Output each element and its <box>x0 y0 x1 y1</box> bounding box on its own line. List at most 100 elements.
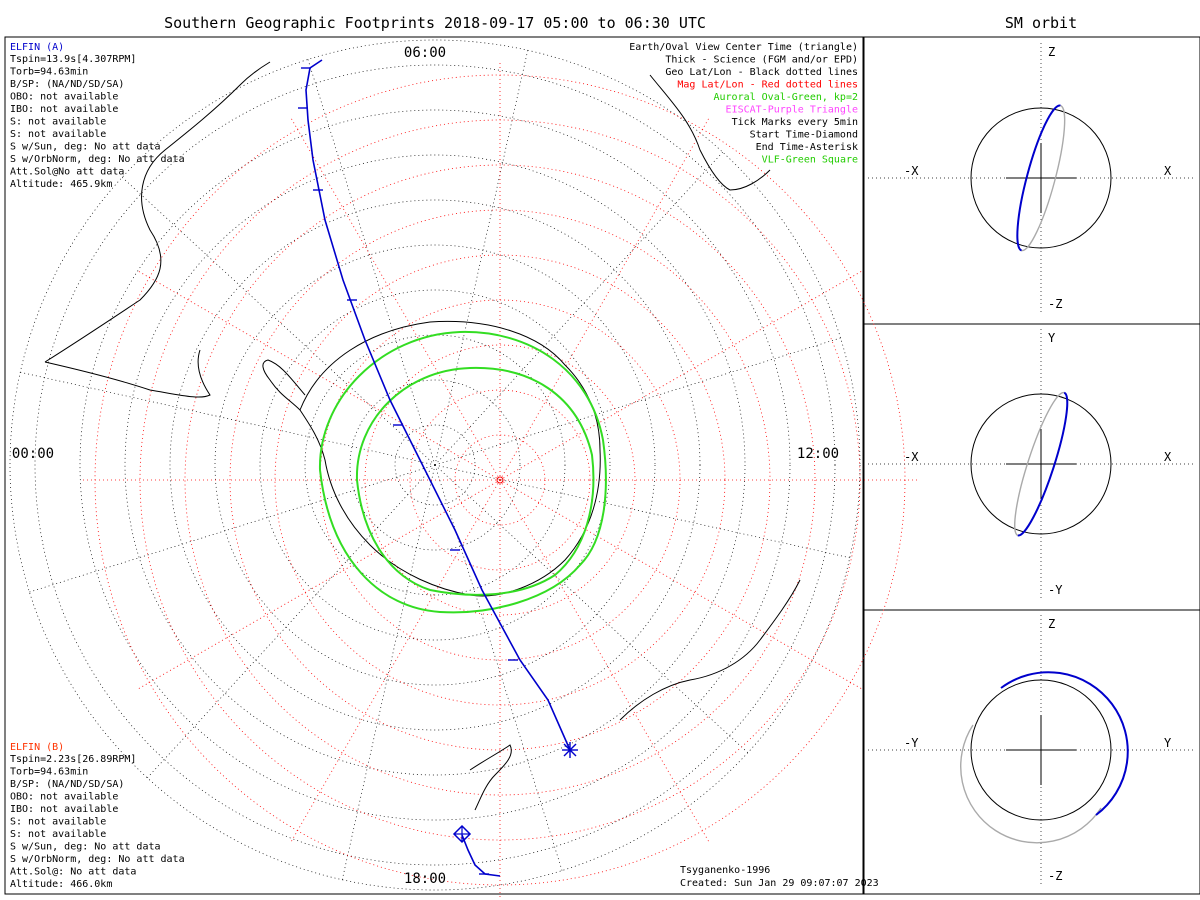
geo-latitude-circle <box>349 379 521 551</box>
geo-latitude-circle <box>259 289 611 641</box>
info-line: OBO: not available <box>10 92 118 103</box>
info-line: IBO: not available <box>10 804 118 815</box>
new-zealand-coastline <box>469 744 512 811</box>
auroral-oval-outer <box>318 330 607 614</box>
elfin-a-info-lines: Tspin=13.9s[4.307RPM] Torb=94.63minB/SP: … <box>10 54 185 190</box>
orbit-label-bottom: -Y <box>1048 583 1063 597</box>
info-line: Att.Sol@No att data <box>10 167 124 178</box>
orbit-panel-xy-frame <box>863 323 1200 611</box>
orbit-label-top: Z <box>1048 617 1055 631</box>
legend-item: VLF-Green Square <box>762 155 858 166</box>
legend-item: End Time-Asterisk <box>756 142 858 153</box>
mag-meridian-line <box>289 479 501 844</box>
australia-coastline <box>649 74 771 191</box>
legend-item: Start Time-Diamond <box>750 130 858 141</box>
orbit-panel-1: Y -Y -X X <box>868 329 1196 599</box>
orbit-label-top: Z <box>1048 45 1055 59</box>
elfin-a-info: ELFIN (A) Tspin=13.9s[4.307RPM] Torb=94.6… <box>10 42 185 190</box>
mag-latitude-circle <box>409 389 591 571</box>
geo-meridian-line <box>434 464 563 871</box>
geo-meridian-line <box>341 464 436 880</box>
orbit-label-right: Y <box>1164 736 1172 750</box>
info-line: S: not available <box>10 129 106 140</box>
legend-item: Tick Marks every 5min <box>732 117 858 128</box>
mag-latitude-circle <box>184 164 816 796</box>
south-america-coastline <box>44 61 271 398</box>
orbit-label-right: X <box>1164 450 1172 464</box>
orbit-label-top: Y <box>1048 331 1056 345</box>
orbit-far-side <box>1021 104 1066 252</box>
geo-meridian-line <box>434 151 723 466</box>
info-line: Tspin=2.23s[26.89RPM] <box>10 754 136 765</box>
model-label: Tsyganenko-1996 <box>680 865 770 876</box>
orbit-near-side <box>1016 104 1061 252</box>
orbit-panel-title: SM orbit <box>1005 14 1077 32</box>
orbit-xz <box>1016 104 1066 252</box>
hour-label-bottom: 18:00 <box>404 871 446 887</box>
geo-meridian-line <box>29 464 436 593</box>
mag-lat-lon-grid <box>80 60 920 900</box>
orbit-label-bottom: -Z <box>1048 297 1062 311</box>
info-line: Tspin=13.9s[4.307RPM] <box>10 54 136 65</box>
info-line: S: not available <box>10 829 106 840</box>
earth-circle <box>970 393 1112 535</box>
legend-item: Thick - Science (FGM and/or EPD) <box>665 55 858 66</box>
legend-item: EISCAT-Purple Triangle <box>726 105 858 116</box>
geo-latitude-circle <box>394 424 476 506</box>
elfin-b-info: ELFIN (B) Tspin=2.23s[26.89RPM] Torb=94.6… <box>10 742 185 890</box>
geo-meridian-line <box>434 464 749 753</box>
geo-latitude-circle <box>169 199 701 731</box>
mag-pole-marker <box>496 476 504 484</box>
track-end-asterisk <box>563 743 577 757</box>
info-line: Altitude: 465.9km <box>10 179 112 190</box>
orbit-label-left: -Y <box>904 736 919 750</box>
orbit-panel-xz-frame <box>863 36 1200 325</box>
map-frame <box>4 36 864 895</box>
orbit-near-side <box>1000 671 1129 816</box>
geo-latitude-circle <box>214 244 656 686</box>
info-line: Att.Sol@: No att data <box>10 867 136 878</box>
orbit-label-left: -X <box>904 450 919 464</box>
info-line: Altitude: 466.0km <box>10 879 112 890</box>
orbit-xy <box>1014 391 1069 537</box>
info-line: Torb=94.63min <box>10 767 88 778</box>
earth-circle <box>970 107 1112 249</box>
legend-item: Geo Lat/Lon - Black dotted lines <box>665 67 858 78</box>
earth-circle <box>970 679 1112 821</box>
info-line: S: not available <box>10 817 106 828</box>
orbit-label-left: -X <box>904 164 919 178</box>
mag-meridian-line <box>499 479 864 691</box>
africa-coastline <box>619 579 801 721</box>
geo-latitude-circle <box>79 109 791 821</box>
geo-lat-lon-grid <box>9 39 861 891</box>
orbit-panel-yz-frame <box>863 609 1200 895</box>
geo-meridian-line <box>121 177 436 466</box>
info-line: S w/OrbNorm, deg: No att data <box>10 154 185 165</box>
sm-orbit-panels: Z -Z -X X Y -Y -X X Z -Z -Y Y <box>868 43 1196 885</box>
geo-meridian-line <box>434 50 529 466</box>
mag-meridian-line <box>136 269 501 481</box>
info-line: S: not available <box>10 117 106 128</box>
info-line: S w/OrbNorm, deg: No att data <box>10 854 185 865</box>
mag-meridian-line <box>499 479 711 844</box>
track-line <box>305 59 571 751</box>
orbit-near-side <box>1017 391 1069 537</box>
geo-latitude-circle <box>9 39 861 891</box>
info-line: S w/Sun, deg: No att data <box>10 842 161 853</box>
mag-latitude-circle <box>229 209 771 751</box>
hour-label-top: 06:00 <box>404 45 446 61</box>
info-line: IBO: not available <box>10 104 118 115</box>
track-line-lower <box>461 834 501 877</box>
geo-meridian-line <box>307 59 436 466</box>
orbit-far-side <box>1014 391 1065 536</box>
info-line: Torb=94.63min <box>10 67 88 78</box>
geo-latitude-circle <box>34 64 836 866</box>
orbit-label-right: X <box>1164 164 1172 178</box>
hour-label-left: 00:00 <box>12 446 54 462</box>
elfin-a-name: ELFIN (A) <box>10 42 64 53</box>
elfin-a-footprint-track <box>298 59 578 877</box>
geo-meridian-line <box>20 371 436 466</box>
geo-meridian-line <box>434 337 841 466</box>
orbit-far-side <box>960 724 1102 844</box>
